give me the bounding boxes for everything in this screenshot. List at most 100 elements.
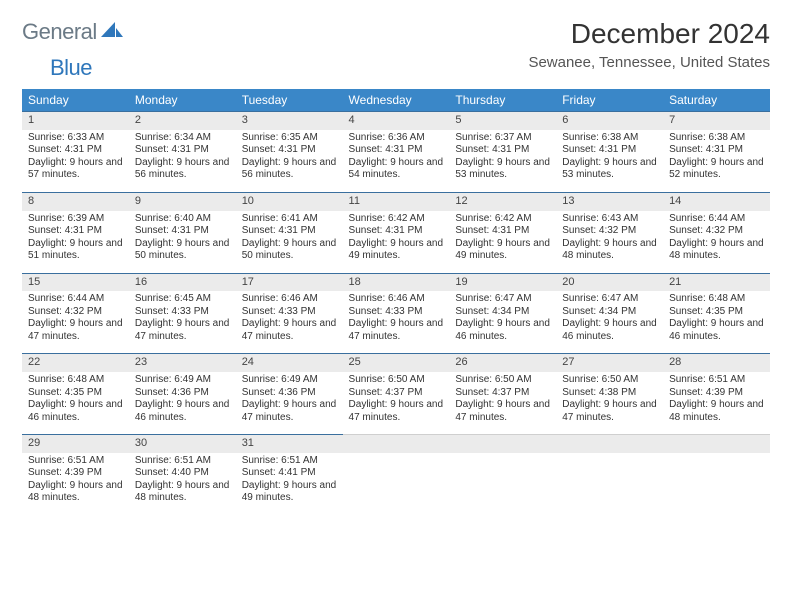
daylight-line: Daylight: 9 hours and 48 minutes. (28, 480, 123, 505)
sunrise-line: Sunrise: 6:49 AM (242, 374, 337, 387)
sunrise-line: Sunrise: 6:45 AM (135, 293, 230, 306)
day-body-row: Sunrise: 6:44 AMSunset: 4:32 PMDaylight:… (22, 291, 770, 354)
day-number-cell: 10 (236, 192, 343, 210)
sunset-line: Sunset: 4:36 PM (242, 387, 337, 400)
logo-sail-icon (101, 20, 123, 46)
daylight-line: Daylight: 9 hours and 47 minutes. (135, 318, 230, 343)
day-number-cell: 19 (449, 273, 556, 291)
calendar-table: SundayMondayTuesdayWednesdayThursdayFrid… (22, 89, 770, 515)
day-body-cell: Sunrise: 6:36 AMSunset: 4:31 PMDaylight:… (343, 130, 450, 193)
weekday-header: Friday (556, 89, 663, 112)
day-number-cell: 23 (129, 354, 236, 372)
sunset-line: Sunset: 4:34 PM (562, 306, 657, 319)
day-number-cell: 20 (556, 273, 663, 291)
daylight-line: Daylight: 9 hours and 47 minutes. (242, 318, 337, 343)
sunset-line: Sunset: 4:31 PM (349, 144, 444, 157)
sunset-line: Sunset: 4:32 PM (28, 306, 123, 319)
day-body-cell (556, 453, 663, 515)
day-number-cell: 22 (22, 354, 129, 372)
weekday-header: Thursday (449, 89, 556, 112)
sunset-line: Sunset: 4:31 PM (28, 144, 123, 157)
sunrise-line: Sunrise: 6:48 AM (28, 374, 123, 387)
day-body-cell: Sunrise: 6:51 AMSunset: 4:41 PMDaylight:… (236, 453, 343, 515)
sunrise-line: Sunrise: 6:46 AM (349, 293, 444, 306)
day-number-cell (556, 435, 663, 453)
sunset-line: Sunset: 4:31 PM (349, 225, 444, 238)
sunset-line: Sunset: 4:31 PM (135, 225, 230, 238)
daylight-line: Daylight: 9 hours and 47 minutes. (349, 318, 444, 343)
day-number-cell: 21 (663, 273, 770, 291)
sunset-line: Sunset: 4:31 PM (669, 144, 764, 157)
daylight-line: Daylight: 9 hours and 49 minutes. (242, 480, 337, 505)
daylight-line: Daylight: 9 hours and 47 minutes. (349, 399, 444, 424)
daylight-line: Daylight: 9 hours and 46 minutes. (28, 399, 123, 424)
day-number-cell: 11 (343, 192, 450, 210)
day-number-cell: 1 (22, 112, 129, 130)
day-number-cell: 27 (556, 354, 663, 372)
sunrise-line: Sunrise: 6:42 AM (455, 213, 550, 226)
sunrise-line: Sunrise: 6:42 AM (349, 213, 444, 226)
daylight-line: Daylight: 9 hours and 49 minutes. (455, 238, 550, 263)
daylight-line: Daylight: 9 hours and 53 minutes. (455, 157, 550, 182)
day-number-cell: 6 (556, 112, 663, 130)
day-body-cell: Sunrise: 6:42 AMSunset: 4:31 PMDaylight:… (343, 211, 450, 274)
day-body-cell: Sunrise: 6:51 AMSunset: 4:39 PMDaylight:… (663, 372, 770, 435)
day-number-cell: 3 (236, 112, 343, 130)
day-body-cell: Sunrise: 6:43 AMSunset: 4:32 PMDaylight:… (556, 211, 663, 274)
day-body-cell: Sunrise: 6:48 AMSunset: 4:35 PMDaylight:… (663, 291, 770, 354)
sunrise-line: Sunrise: 6:46 AM (242, 293, 337, 306)
daylight-line: Daylight: 9 hours and 57 minutes. (28, 157, 123, 182)
day-body-cell: Sunrise: 6:38 AMSunset: 4:31 PMDaylight:… (556, 130, 663, 193)
day-number-row: 293031 (22, 435, 770, 453)
day-number-row: 1234567 (22, 112, 770, 130)
sunset-line: Sunset: 4:36 PM (135, 387, 230, 400)
sunrise-line: Sunrise: 6:38 AM (669, 132, 764, 145)
sunset-line: Sunset: 4:35 PM (669, 306, 764, 319)
daylight-line: Daylight: 9 hours and 48 minutes. (135, 480, 230, 505)
day-number-row: 891011121314 (22, 192, 770, 210)
sunrise-line: Sunrise: 6:47 AM (562, 293, 657, 306)
daylight-line: Daylight: 9 hours and 46 minutes. (135, 399, 230, 424)
day-number-cell: 2 (129, 112, 236, 130)
daylight-line: Daylight: 9 hours and 47 minutes. (28, 318, 123, 343)
day-number-cell (449, 435, 556, 453)
day-body-cell: Sunrise: 6:44 AMSunset: 4:32 PMDaylight:… (663, 211, 770, 274)
sunset-line: Sunset: 4:33 PM (135, 306, 230, 319)
sunset-line: Sunset: 4:31 PM (28, 225, 123, 238)
day-body-cell (343, 453, 450, 515)
day-body-cell: Sunrise: 6:48 AMSunset: 4:35 PMDaylight:… (22, 372, 129, 435)
day-body-cell: Sunrise: 6:49 AMSunset: 4:36 PMDaylight:… (129, 372, 236, 435)
day-body-row: Sunrise: 6:48 AMSunset: 4:35 PMDaylight:… (22, 372, 770, 435)
day-body-cell: Sunrise: 6:50 AMSunset: 4:37 PMDaylight:… (343, 372, 450, 435)
sunrise-line: Sunrise: 6:50 AM (349, 374, 444, 387)
day-body-cell: Sunrise: 6:45 AMSunset: 4:33 PMDaylight:… (129, 291, 236, 354)
day-body-cell (449, 453, 556, 515)
sunset-line: Sunset: 4:39 PM (669, 387, 764, 400)
day-body-cell: Sunrise: 6:47 AMSunset: 4:34 PMDaylight:… (449, 291, 556, 354)
sunrise-line: Sunrise: 6:50 AM (562, 374, 657, 387)
daylight-line: Daylight: 9 hours and 51 minutes. (28, 238, 123, 263)
day-number-cell: 24 (236, 354, 343, 372)
sunrise-line: Sunrise: 6:35 AM (242, 132, 337, 145)
daylight-line: Daylight: 9 hours and 47 minutes. (455, 399, 550, 424)
sunrise-line: Sunrise: 6:44 AM (28, 293, 123, 306)
sunrise-line: Sunrise: 6:37 AM (455, 132, 550, 145)
daylight-line: Daylight: 9 hours and 50 minutes. (242, 238, 337, 263)
daylight-line: Daylight: 9 hours and 56 minutes. (242, 157, 337, 182)
sunset-line: Sunset: 4:35 PM (28, 387, 123, 400)
day-body-row: Sunrise: 6:51 AMSunset: 4:39 PMDaylight:… (22, 453, 770, 515)
day-body-cell: Sunrise: 6:44 AMSunset: 4:32 PMDaylight:… (22, 291, 129, 354)
sunrise-line: Sunrise: 6:39 AM (28, 213, 123, 226)
sunset-line: Sunset: 4:31 PM (242, 225, 337, 238)
day-body-cell: Sunrise: 6:46 AMSunset: 4:33 PMDaylight:… (236, 291, 343, 354)
day-number-cell: 16 (129, 273, 236, 291)
sunset-line: Sunset: 4:31 PM (455, 225, 550, 238)
daylight-line: Daylight: 9 hours and 50 minutes. (135, 238, 230, 263)
sunrise-line: Sunrise: 6:33 AM (28, 132, 123, 145)
weekday-header: Saturday (663, 89, 770, 112)
day-body-cell: Sunrise: 6:39 AMSunset: 4:31 PMDaylight:… (22, 211, 129, 274)
day-number-cell: 26 (449, 354, 556, 372)
day-body-cell: Sunrise: 6:50 AMSunset: 4:38 PMDaylight:… (556, 372, 663, 435)
day-number-cell: 8 (22, 192, 129, 210)
logo-text-1: General (22, 19, 97, 45)
